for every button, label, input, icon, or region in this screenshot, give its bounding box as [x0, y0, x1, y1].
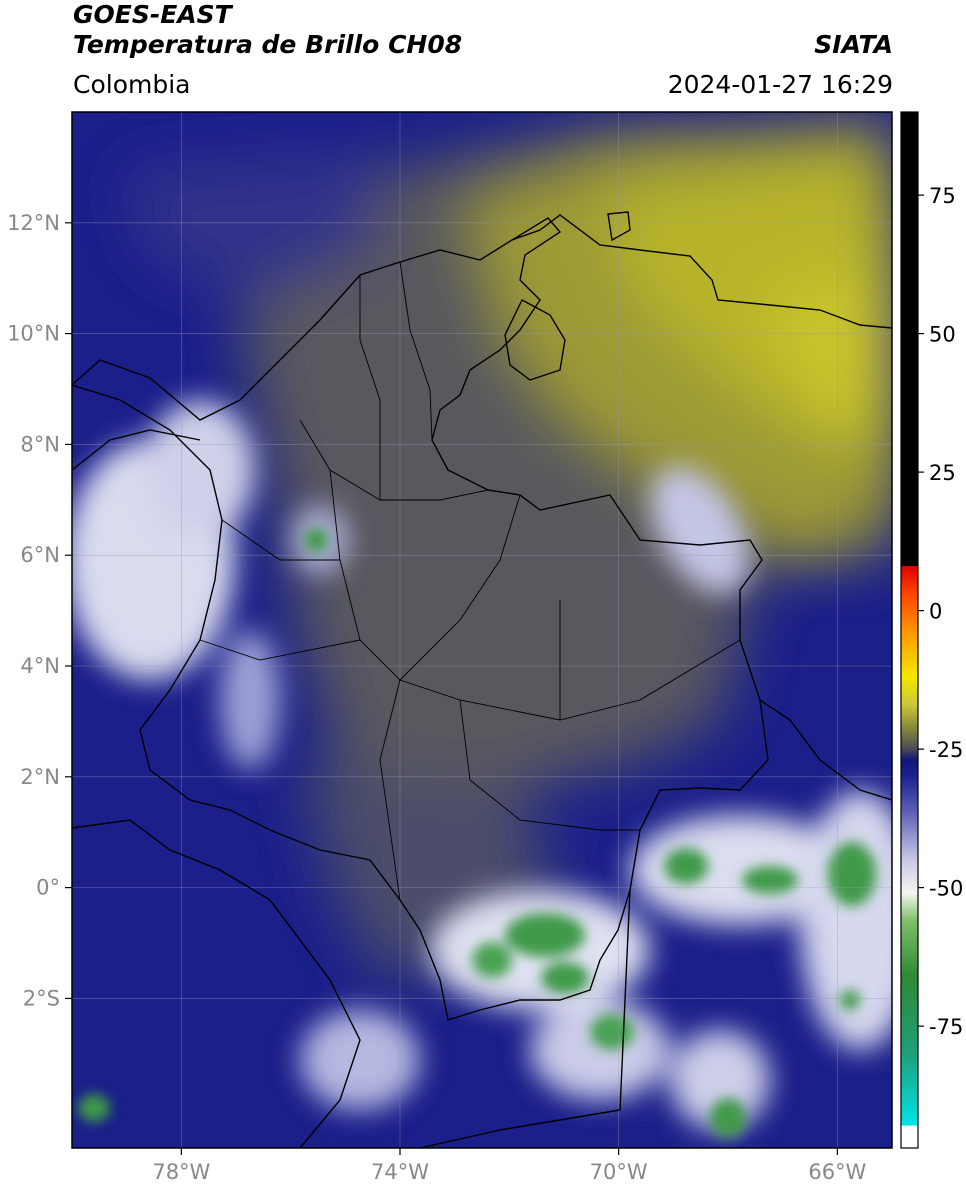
brightness-temperature-field	[72, 112, 892, 1148]
lat-tick-label: 10°N	[7, 322, 60, 346]
brand-name: SIATA	[814, 30, 893, 59]
internal-border-10	[399, 494, 521, 681]
internal-border-8	[359, 275, 381, 500]
colorbar: 75 50 25 0 -25 -50 -75	[900, 111, 963, 1149]
colorbar-tick-label: 0	[929, 600, 942, 624]
panama-border	[72, 429, 201, 471]
internal-border-5	[459, 699, 640, 831]
lake-maracaibo	[504, 299, 566, 381]
venezuela-coast	[511, 214, 892, 329]
colorbar-gradient	[901, 112, 918, 1148]
internal-border-7	[399, 261, 433, 441]
colorbar-tick-label: -50	[929, 877, 963, 901]
lat-tick-label: 2°S	[23, 986, 60, 1010]
colorbar-frame	[900, 111, 919, 1149]
green-convective-cores	[78, 528, 876, 1138]
map-gridlines	[72, 112, 892, 1148]
internal-border-9	[379, 679, 401, 901]
brazil-border	[419, 889, 631, 1148]
yellow-warm-region	[460, 120, 892, 560]
lon-tick-label: 66°W	[808, 1160, 866, 1184]
satellite-name: GOES-EAST	[73, 0, 232, 29]
internal-border-3	[221, 519, 340, 561]
internal-border-4	[199, 639, 361, 661]
peru-ecuador-border	[72, 819, 361, 1148]
lon-tick-label: 78°W	[152, 1160, 210, 1184]
colorbar-tick-label: 50	[929, 323, 956, 347]
aruba-curacao	[607, 211, 631, 242]
timestamp: 2024-01-27 16:29	[667, 70, 893, 99]
colombia-country-border	[72, 217, 769, 1021]
lat-tick-label: 0°	[36, 876, 60, 900]
product-name: Temperatura de Brillo CH08	[73, 30, 463, 59]
colorbar-tick-label: -75	[929, 1015, 963, 1039]
lat-tick-label: 2°N	[20, 765, 60, 789]
latitude-ticks: 12°N 10°N 8°N 6°N 4°N 2°N 0° 2°S	[7, 211, 72, 1010]
colorbar-tick-label: 25	[929, 461, 956, 485]
longitude-ticks: 78°W 74°W 70°W 66°W	[152, 1148, 867, 1184]
venezuela-south-border	[759, 699, 892, 801]
internal-border-2	[329, 469, 741, 721]
colorbar-tick-label: 75	[929, 184, 956, 208]
map-title: GOES-EAST Temperatura de Brillo CH08	[73, 0, 462, 60]
lon-tick-label: 74°W	[371, 1160, 429, 1184]
colorbar-tick-label: -25	[929, 738, 963, 762]
lat-tick-label: 4°N	[20, 654, 60, 678]
lon-tick-label: 70°W	[590, 1160, 648, 1184]
map-frame	[71, 111, 893, 1149]
lat-tick-label: 12°N	[7, 211, 60, 235]
political-borders	[72, 211, 892, 1148]
lat-tick-label: 6°N	[20, 543, 60, 567]
region-name: Colombia	[73, 70, 191, 99]
white-cloud-tops	[72, 400, 892, 1130]
lat-tick-label: 8°N	[20, 432, 60, 456]
colorbar-ticks: 75 50 25 0 -25 -50 -75	[918, 184, 963, 1039]
